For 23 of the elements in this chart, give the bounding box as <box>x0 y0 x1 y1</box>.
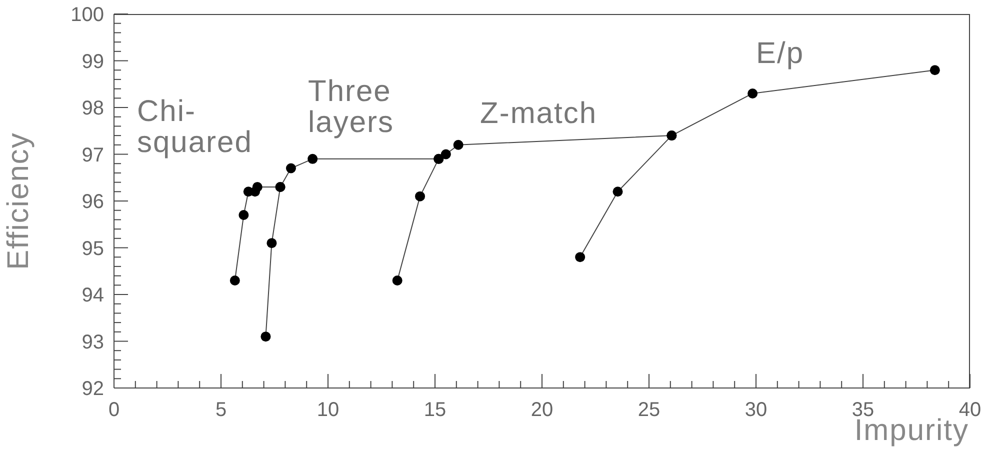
x-tick-label: 25 <box>638 399 660 421</box>
y-tick-label: 98 <box>82 98 104 120</box>
y-tick-label: 95 <box>82 238 104 260</box>
series-label: Z-match <box>480 97 598 130</box>
x-tick-label: 30 <box>744 399 768 421</box>
series-label: Chi-squared <box>137 95 252 159</box>
y-tick-label: 96 <box>82 191 104 213</box>
x-tick-label: 15 <box>424 399 446 421</box>
x-tick-label: 5 <box>215 399 227 421</box>
x-tick-label: 10 <box>316 399 340 421</box>
x-tick-label: 40 <box>958 399 982 421</box>
series-label: E/p <box>756 37 804 70</box>
y-tick-label: 99 <box>82 50 104 73</box>
y-tick-label: 94 <box>82 284 104 306</box>
y-tick-label: 97 <box>82 144 104 166</box>
y-axis-title: Efficiency <box>2 132 36 270</box>
y-tick-label: 92 <box>82 378 104 400</box>
x-tick-label: 0 <box>108 399 120 421</box>
x-tick-label: 20 <box>530 399 554 421</box>
series-label: Three layers <box>308 75 394 139</box>
y-tick-label: 93 <box>82 331 104 354</box>
y-tick-label: 100 <box>70 4 104 26</box>
x-tick-label: 35 <box>852 399 874 421</box>
